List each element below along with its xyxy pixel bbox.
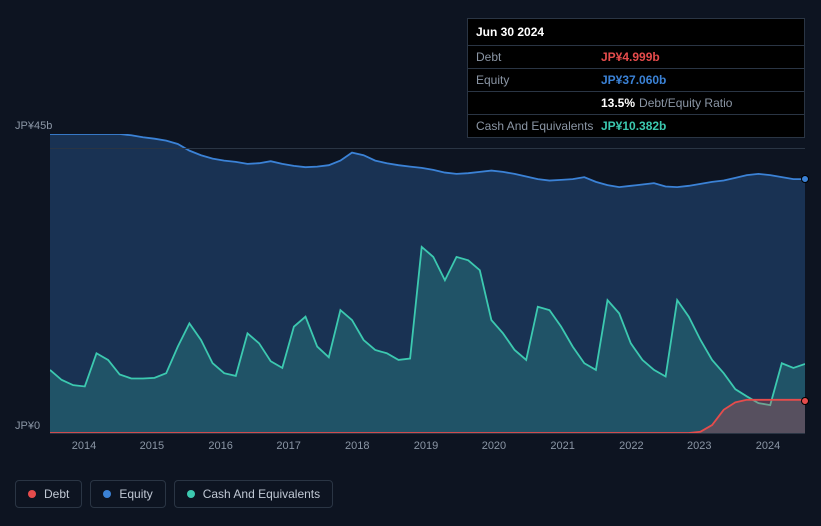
series-end-marker bbox=[801, 397, 809, 405]
legend-label: Cash And Equivalents bbox=[203, 487, 320, 501]
x-tick: 2017 bbox=[276, 440, 300, 452]
y-axis-label-top: JP¥45b bbox=[15, 120, 52, 132]
x-tick: 2014 bbox=[72, 440, 96, 452]
tooltip-row-label: Equity bbox=[476, 73, 601, 87]
legend-dot-icon bbox=[187, 490, 195, 498]
tooltip-row-label: Debt bbox=[476, 50, 601, 64]
legend-item-cash-and-equivalents[interactable]: Cash And Equivalents bbox=[174, 480, 333, 508]
debt-equity-chart: JP¥45b JP¥0 2014 2015 2016 2017 2018 2019 2020… bbox=[15, 120, 805, 465]
tooltip-row: 13.5%Debt/Equity Ratio bbox=[468, 92, 804, 115]
y-axis-label-bottom: JP¥0 bbox=[15, 420, 40, 432]
x-tick: 2024 bbox=[756, 440, 780, 452]
x-tick: 2020 bbox=[482, 440, 506, 452]
plot-area[interactable] bbox=[50, 134, 805, 434]
x-tick: 2018 bbox=[345, 440, 369, 452]
legend-label: Equity bbox=[119, 487, 152, 501]
legend-item-equity[interactable]: Equity bbox=[90, 480, 165, 508]
tooltip-row: EquityJP¥37.060b bbox=[468, 69, 804, 92]
series-end-marker bbox=[801, 175, 809, 183]
tooltip-row: DebtJP¥4.999b bbox=[468, 46, 804, 69]
legend-item-debt[interactable]: Debt bbox=[15, 480, 82, 508]
chart-legend: Debt Equity Cash And Equivalents bbox=[15, 480, 333, 508]
x-axis-ticks: 2014 2015 2016 2017 2018 2019 2020 2021 2022 2023… bbox=[50, 440, 805, 460]
x-tick: 2016 bbox=[208, 440, 232, 452]
tooltip-row-value: 13.5%Debt/Equity Ratio bbox=[601, 96, 732, 110]
x-tick: 2022 bbox=[619, 440, 643, 452]
tooltip-date: Jun 30 2024 bbox=[468, 19, 804, 46]
tooltip-row-label bbox=[476, 96, 601, 110]
x-tick: 2019 bbox=[414, 440, 438, 452]
tooltip-row-value: JP¥37.060b bbox=[601, 73, 666, 87]
tooltip-row-value: JP¥4.999b bbox=[601, 50, 660, 64]
x-tick: 2021 bbox=[550, 440, 574, 452]
legend-dot-icon bbox=[28, 490, 36, 498]
legend-dot-icon bbox=[103, 490, 111, 498]
legend-label: Debt bbox=[44, 487, 69, 501]
x-tick: 2023 bbox=[687, 440, 711, 452]
x-tick: 2015 bbox=[140, 440, 164, 452]
